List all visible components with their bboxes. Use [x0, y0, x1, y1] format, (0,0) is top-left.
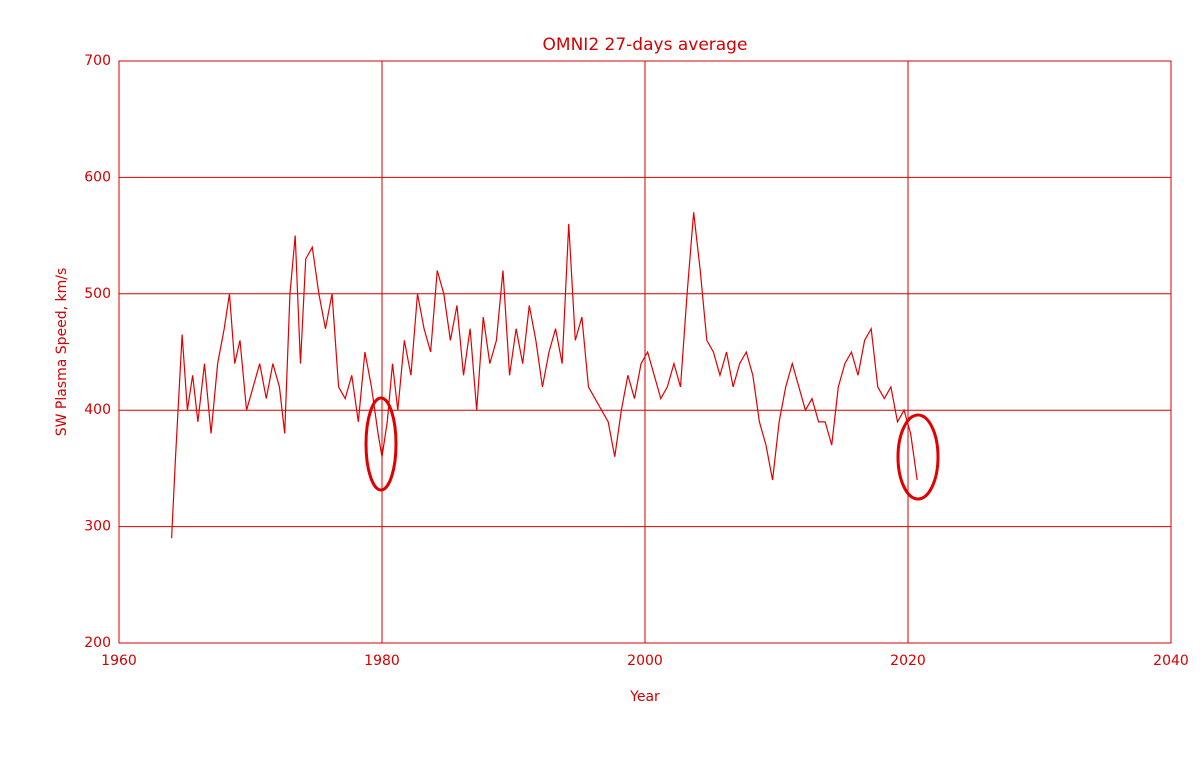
x-tick-label: 2000 [627, 653, 663, 669]
x-tick-label: 1980 [364, 653, 400, 669]
data-line [171, 212, 918, 539]
x-tick-label: 2040 [1153, 653, 1189, 669]
y-axis-label: SW Plasma Speed, km/s [54, 268, 70, 437]
y-tick-label: 200 [84, 635, 111, 651]
x-tick-label: 1960 [101, 653, 137, 669]
x-axis-label: Year [629, 689, 660, 705]
y-tick-label: 500 [84, 286, 111, 302]
y-tick-label: 300 [84, 519, 111, 535]
y-tick-label: 400 [84, 402, 111, 418]
x-tick-label: 2020 [890, 653, 926, 669]
chart-title: OMNI2 27-days average [543, 35, 748, 55]
highlight-circle [896, 413, 940, 501]
y-tick-label: 700 [84, 53, 111, 69]
highlight-circle [364, 396, 398, 492]
y-tick-label: 600 [84, 169, 111, 185]
